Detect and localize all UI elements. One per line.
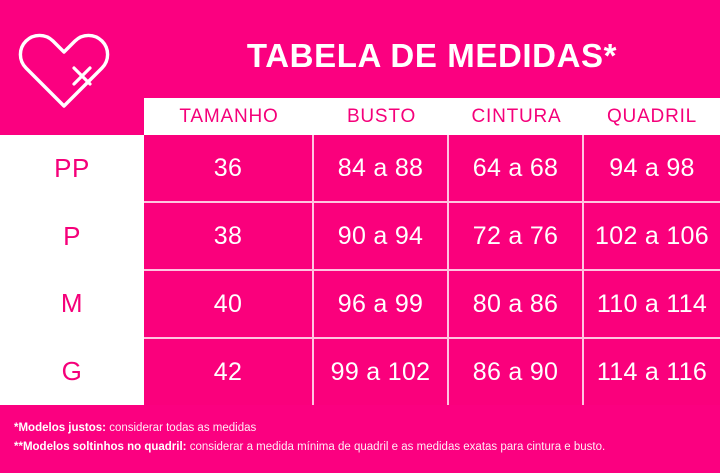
footnote-2-lead: **Modelos soltinhos no quadril:	[14, 441, 187, 453]
cell-quadril: 114 a 116	[584, 339, 720, 405]
cell-cintura: 64 a 68	[449, 135, 582, 201]
column-header-tamanho: TAMANHO	[179, 105, 279, 127]
size-label-pp: PP	[54, 153, 90, 184]
footnote-modelos-justos: *Modelos justos: considerar todas as med…	[14, 419, 720, 438]
column-header-cintura: CINTURA	[471, 105, 562, 127]
table-row: 40 96 a 99 80 a 86 110 a 114	[144, 271, 720, 337]
cell-busto: 99 a 102	[314, 339, 447, 405]
table-row: 36 84 a 88 64 a 68 94 a 98	[144, 135, 720, 201]
footnotes: *Modelos justos: considerar todas as med…	[0, 405, 720, 473]
table-row: 42 99 a 102 86 a 90 114 a 116	[144, 339, 720, 405]
page-title: TABELA DE MEDIDAS*	[246, 37, 618, 74]
cell-busto: 96 a 99	[314, 271, 447, 337]
cell-tamanho: 38	[144, 203, 312, 269]
table-header-row: TAMANHO BUSTO CINTURA QUADRIL	[144, 98, 720, 135]
cell-cintura: 72 a 76	[449, 203, 582, 269]
footnote-1-lead: *Modelos justos:	[14, 422, 107, 434]
cell-cintura: 80 a 86	[449, 271, 582, 337]
column-header-quadril: QUADRIL	[606, 105, 698, 127]
cell-cintura: 86 a 90	[449, 339, 582, 405]
cell-tamanho: 36	[144, 135, 312, 201]
measurements-grid: 36 84 a 88 64 a 68 94 a 98 38 90 a 94 72…	[144, 135, 720, 405]
cell-quadril: 110 a 114	[584, 271, 720, 337]
column-header-busto: BUSTO	[346, 105, 417, 127]
size-label-column: PP P M G	[0, 135, 144, 405]
cell-tamanho: 40	[144, 271, 312, 337]
size-label-p: P	[63, 220, 81, 251]
footnote-1-body: considerar todas as medidas	[106, 422, 257, 434]
cell-quadril: 102 a 106	[584, 203, 720, 269]
size-label-m: M	[60, 288, 84, 319]
footnote-modelos-soltinhos: **Modelos soltinhos no quadril: consider…	[14, 438, 720, 457]
cell-busto: 90 a 94	[314, 203, 447, 269]
cell-busto: 84 a 88	[314, 135, 447, 201]
cell-quadril: 94 a 98	[584, 135, 720, 201]
cell-tamanho: 42	[144, 339, 312, 405]
table-row: 38 90 a 94 72 a 76 102 a 106	[144, 203, 720, 269]
footnote-2-body: considerar a medida mínima de quadril e …	[186, 441, 606, 453]
heart-outline-with-stitch-icon	[18, 26, 110, 112]
size-label-g: G	[61, 355, 83, 386]
